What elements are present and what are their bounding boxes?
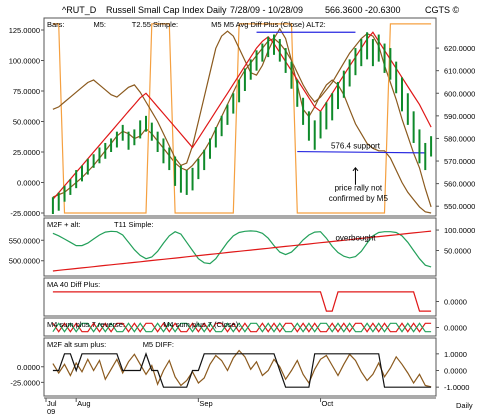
x-tick-sublabel: 09 [47, 407, 55, 416]
legend-label: Bars: [47, 20, 65, 29]
right-tick-label: 590.0000 [444, 112, 475, 121]
right-tick-label: 100.0000 [444, 226, 475, 235]
left-tick-label: 125.0000 [9, 26, 40, 35]
series-line-price-2 [52, 27, 432, 214]
panel-frame [43, 217, 437, 277]
header-last: 566.3600 [325, 5, 363, 15]
left-tick-label: 0.0000 [17, 179, 40, 188]
right-tick-label: 580.0000 [444, 134, 475, 143]
legend-label: M2F alt sum plus: [47, 340, 106, 349]
panel-price: 125.0000 100.0000 75.0000 50.0000 25.0000 0.0… [9, 17, 475, 218]
left-tick-label: 550.0000 [9, 236, 40, 245]
x-axis-period-label: Daily [456, 401, 473, 410]
legend-label: M4 sum plus 7 reverse: [47, 320, 125, 329]
left-tick-label: 100.0000 [9, 57, 40, 66]
legend-label: MA 40 Diff Plus: [47, 280, 100, 289]
x-tick-label: Jul [47, 399, 57, 408]
series-line-price-1 [52, 23, 432, 214]
left-tick-label: 500.0000 [9, 257, 40, 266]
right-tick-label: 560.0000 [444, 180, 475, 189]
left-tick-label: -25.0000 [10, 378, 40, 387]
right-tick-label: 620.0000 [444, 44, 475, 53]
header-change: -20.6300 [365, 5, 401, 15]
panels-layer: 125.0000 100.0000 75.0000 50.0000 25.0000 0.0… [9, 17, 475, 397]
left-tick-label: -25.0000 [10, 209, 40, 218]
legend-label: T11 Simple: [114, 220, 153, 229]
x-tick-label: Aug [77, 399, 90, 408]
header-copyright: CGTS © [425, 5, 460, 15]
legend-label: M5 DIFF: [143, 340, 174, 349]
legend-label: M4 sum plus 7 (Close): [163, 320, 240, 329]
left-tick-label: 50.0000 [13, 118, 40, 127]
right-tick-label: 550.0000 [444, 202, 475, 211]
right-tick-label: 1.0000 [444, 350, 467, 359]
support-line [297, 150, 426, 154]
series-line-m2f-0 [52, 230, 432, 268]
right-tick-label: 570.0000 [444, 157, 475, 166]
right-tick-label: 50.0000 [444, 247, 471, 256]
x-tick-label: Sep [199, 399, 212, 408]
annotation-label: overbought [335, 234, 376, 243]
panel-frame [43, 277, 437, 317]
legend-label: T2.55 Simple: [132, 20, 178, 29]
panel-frame [43, 337, 437, 397]
series-line-m2f-1 [52, 230, 432, 272]
legend-label: M5: [94, 20, 107, 29]
annotation-label: 576.4 support [331, 142, 381, 151]
chart-header: ^RUT_D Russell Small Cap Index Daily 7/2… [62, 5, 460, 15]
series-line-ma40-0 [52, 291, 432, 312]
legend-label: M5 M5 Avg Diff Plus (Close) ALT2: [211, 20, 326, 29]
right-tick-label: 600.0000 [444, 89, 475, 98]
panel-m2f_sum: 0.0000 -25.0000 1.0000 0.0000 -1.0000 M2F alt… [10, 337, 469, 397]
right-tick-label: -1.0000 [444, 383, 469, 392]
panel-m4sum: 0.0000 M4 sum plus 7 reverse: M4 sum plus … [43, 317, 467, 337]
left-tick-label: 75.0000 [13, 87, 40, 96]
right-tick-label: 0.0000 [444, 324, 467, 333]
annotation-arrowhead [352, 167, 359, 172]
panel-m2f: 550.0000 500.0000 100.0000 50.0000 overbough… [9, 217, 475, 277]
left-tick-label: 0.0000 [17, 363, 40, 372]
right-tick-label: 610.0000 [444, 67, 475, 76]
x-tick-label: Oct [322, 399, 335, 408]
left-tick-label: 25.0000 [13, 148, 40, 157]
annotation-label: confirmed by M5 [329, 194, 389, 203]
annotation-label: price rally not [335, 183, 383, 192]
series-line-m4sum-1 [52, 322, 432, 333]
panel-ma40: 0.0000 MA 40 Diff Plus: [43, 277, 467, 317]
right-tick-label: 0.0000 [444, 367, 467, 376]
right-tick-label: 0.0000 [444, 298, 467, 307]
header-name: Russell Small Cap Index Daily [106, 5, 227, 15]
header-symbol: ^RUT_D [62, 5, 97, 15]
header-range: 7/28/09 - 10/28/09 [230, 5, 303, 15]
series-line-m2f_sum-1 [52, 351, 432, 388]
legend-label: M2F + alt: [47, 220, 81, 229]
